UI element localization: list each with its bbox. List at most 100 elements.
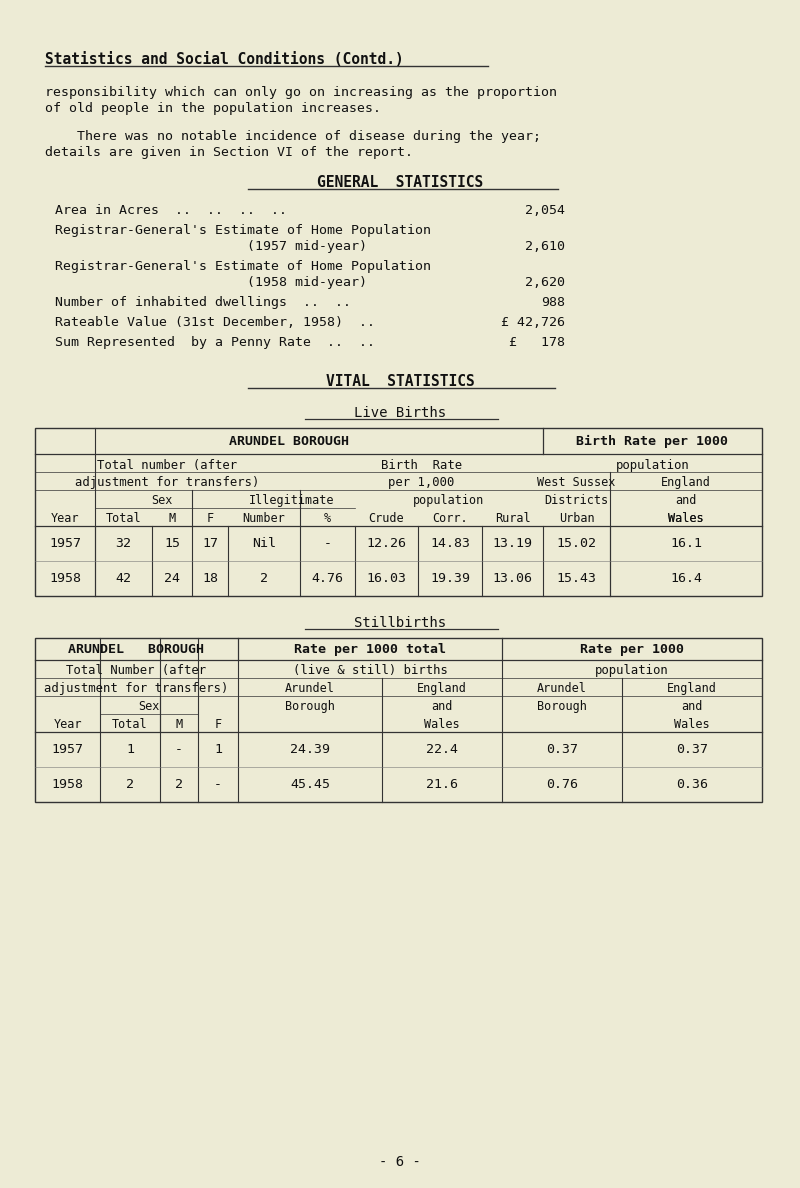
Text: population: population <box>414 494 485 507</box>
Text: details are given in Section VI of the report.: details are given in Section VI of the r… <box>45 146 413 159</box>
Text: Total Number (after: Total Number (after <box>66 664 206 677</box>
Text: GENERAL  STATISTICS: GENERAL STATISTICS <box>317 175 483 190</box>
Text: 19.39: 19.39 <box>430 571 470 584</box>
Text: 1958: 1958 <box>49 571 81 584</box>
Text: Total number (after: Total number (after <box>98 459 238 472</box>
Text: - 6 -: - 6 - <box>379 1155 421 1169</box>
Text: 0.36: 0.36 <box>676 778 708 791</box>
Text: 16.1: 16.1 <box>670 537 702 550</box>
Text: Crude: Crude <box>369 512 404 525</box>
Text: of old people in the population increases.: of old people in the population increase… <box>45 102 381 115</box>
Text: 1: 1 <box>214 742 222 756</box>
Text: 2: 2 <box>126 778 134 791</box>
Text: 15.02: 15.02 <box>557 537 597 550</box>
Text: 16.4: 16.4 <box>670 571 702 584</box>
Text: 12.26: 12.26 <box>366 537 406 550</box>
Text: -: - <box>323 537 331 550</box>
Text: per 1,000: per 1,000 <box>388 476 454 489</box>
Text: Rural: Rural <box>494 512 530 525</box>
Text: 4.76: 4.76 <box>311 571 343 584</box>
Text: 15.43: 15.43 <box>557 571 597 584</box>
Text: Wales: Wales <box>674 718 710 731</box>
Text: Year: Year <box>54 718 82 731</box>
Text: Stillbirths: Stillbirths <box>354 617 446 630</box>
Text: Sex: Sex <box>151 494 172 507</box>
Text: 22.4: 22.4 <box>426 742 458 756</box>
Text: Registrar-General's Estimate of Home Population: Registrar-General's Estimate of Home Pop… <box>55 260 431 273</box>
Text: (live & still) births: (live & still) births <box>293 664 447 677</box>
Text: Total: Total <box>106 512 142 525</box>
Text: 1: 1 <box>126 742 134 756</box>
Text: Borough: Borough <box>285 700 335 713</box>
Text: -: - <box>214 778 222 791</box>
Text: 32: 32 <box>115 537 131 550</box>
Text: responsibility which can only go on increasing as the proportion: responsibility which can only go on incr… <box>45 86 557 99</box>
Text: Live Births: Live Births <box>354 406 446 421</box>
Text: England: England <box>667 682 717 695</box>
Text: 45.45: 45.45 <box>290 778 330 791</box>
Text: and: and <box>682 700 702 713</box>
Text: and: and <box>675 494 697 507</box>
Text: England: England <box>661 476 711 489</box>
Text: Number: Number <box>242 512 286 525</box>
Text: Borough: Borough <box>537 700 587 713</box>
Text: Statistics and Social Conditions (Contd.): Statistics and Social Conditions (Contd.… <box>45 52 404 67</box>
Text: 1957: 1957 <box>51 742 83 756</box>
Text: 17: 17 <box>202 537 218 550</box>
Text: 988: 988 <box>541 296 565 309</box>
Text: 0.37: 0.37 <box>546 742 578 756</box>
Text: Birth  Rate: Birth Rate <box>381 459 462 472</box>
Text: F: F <box>214 718 222 731</box>
Text: Wales: Wales <box>424 718 460 731</box>
Text: 2,620: 2,620 <box>525 276 565 289</box>
Text: Nil: Nil <box>252 537 276 550</box>
Text: population: population <box>616 459 690 472</box>
Bar <box>35 638 762 802</box>
Text: There was no notable incidence of disease during the year;: There was no notable incidence of diseas… <box>45 129 541 143</box>
Text: adjustment for transfers): adjustment for transfers) <box>44 682 229 695</box>
Text: Wales: Wales <box>668 512 704 525</box>
Text: 2: 2 <box>175 778 183 791</box>
Text: West Sussex: West Sussex <box>538 476 616 489</box>
Text: Wales: Wales <box>668 512 704 525</box>
Text: ARUNDEL   BOROUGH: ARUNDEL BOROUGH <box>69 643 205 656</box>
Text: VITAL  STATISTICS: VITAL STATISTICS <box>326 374 474 388</box>
Text: 0.37: 0.37 <box>676 742 708 756</box>
Text: Arundel: Arundel <box>537 682 587 695</box>
Text: Birth Rate per 1000: Birth Rate per 1000 <box>577 435 729 448</box>
Text: (1957 mid-year): (1957 mid-year) <box>55 240 367 253</box>
Text: 1957: 1957 <box>49 537 81 550</box>
Text: 2,054: 2,054 <box>525 204 565 217</box>
Text: adjustment for transfers): adjustment for transfers) <box>75 476 260 489</box>
Text: ARUNDEL BOROUGH: ARUNDEL BOROUGH <box>229 435 349 448</box>
Text: Districts: Districts <box>545 494 609 507</box>
Text: 16.03: 16.03 <box>366 571 406 584</box>
Text: M: M <box>175 718 182 731</box>
Text: 2,610: 2,610 <box>525 240 565 253</box>
Text: population: population <box>595 664 669 677</box>
Text: F: F <box>206 512 214 525</box>
Text: 13.06: 13.06 <box>493 571 533 584</box>
Text: Corr.: Corr. <box>432 512 468 525</box>
Text: M: M <box>169 512 175 525</box>
Text: Sex: Sex <box>138 700 160 713</box>
Text: Rateable Value (31st December, 1958)  ..: Rateable Value (31st December, 1958) .. <box>55 316 375 329</box>
Text: Urban: Urban <box>558 512 594 525</box>
Text: %: % <box>324 512 331 525</box>
Text: Rate per 1000 total: Rate per 1000 total <box>294 643 446 656</box>
Text: Registrar-General's Estimate of Home Population: Registrar-General's Estimate of Home Pop… <box>55 225 431 236</box>
Text: 24.39: 24.39 <box>290 742 330 756</box>
Text: 42: 42 <box>115 571 131 584</box>
Text: Rate per 1000: Rate per 1000 <box>580 643 684 656</box>
Text: 24: 24 <box>164 571 180 584</box>
Text: Year: Year <box>50 512 79 525</box>
Text: 13.19: 13.19 <box>493 537 533 550</box>
Text: Total: Total <box>112 718 148 731</box>
Text: 0.76: 0.76 <box>546 778 578 791</box>
Text: 1958: 1958 <box>51 778 83 791</box>
Text: 14.83: 14.83 <box>430 537 470 550</box>
Text: 2: 2 <box>260 571 268 584</box>
Text: Illegitimate: Illegitimate <box>249 494 334 507</box>
Text: -: - <box>175 742 183 756</box>
Text: England: England <box>417 682 467 695</box>
